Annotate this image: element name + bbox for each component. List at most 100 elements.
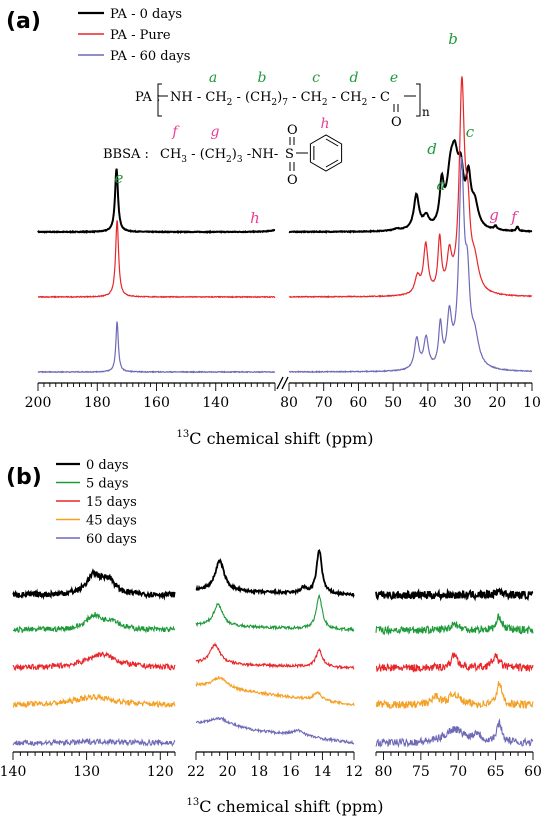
x-tick-label: 30 — [454, 395, 472, 411]
peak-label-a: a — [437, 176, 446, 194]
bbsa-sulfur: S — [285, 147, 294, 162]
pa-formula-chain: NH - CH2 - (CH2)7 - CH2 - CH2 - C — [170, 90, 390, 108]
x-tick-label: 130 — [73, 764, 100, 780]
peak-label-h: h — [250, 209, 260, 227]
legend-entry: 45 days — [86, 514, 137, 529]
x-tick-label: 20 — [219, 764, 237, 780]
x-tick-label: 160 — [143, 395, 170, 411]
x-tick-label: 40 — [419, 395, 437, 411]
x-tick-label: 12 — [345, 764, 363, 780]
sub3-series-line-4 — [375, 681, 534, 709]
x-tick-label: 60 — [350, 395, 368, 411]
legend-entry: PA - Pure — [110, 28, 171, 43]
sub1-series-line-3 — [12, 651, 176, 672]
pa-bracket-left — [157, 83, 162, 117]
x-tick-label: 18 — [250, 764, 268, 780]
x-tick-label: 65 — [487, 764, 505, 780]
series-line-3-seg-1 — [37, 321, 276, 374]
x-tick-label: 70 — [449, 764, 467, 780]
bbsa-letter-f: f — [171, 124, 180, 140]
sub2-series-line-4 — [195, 676, 355, 707]
x-tick-label: 80 — [375, 764, 393, 780]
peak-label-d: d — [427, 140, 437, 158]
peak-label-c: c — [466, 123, 475, 141]
bbsa-letter-g: g — [211, 124, 220, 140]
x-tick-label: 20 — [488, 395, 506, 411]
sub2-series-line-2 — [195, 594, 355, 633]
panel-a-x-axis: 200 180 160 140 80 70 60 50 40 30 20 10 — [25, 376, 541, 411]
sub2-series-line-3 — [195, 642, 355, 670]
panel-a-legend: PA - 0 days PA - Pure PA - 60 days — [78, 7, 190, 64]
sub1-series-line-5 — [12, 737, 176, 747]
panel-b-x-axes: 140 130 120 22 20 18 16 14 12 80 75 70 65 60 — [0, 751, 542, 780]
axis-break-mark — [276, 376, 284, 390]
x-tick-label: 16 — [282, 764, 300, 780]
sub3-series-line-1 — [375, 587, 534, 602]
pa-letter-d: d — [350, 70, 359, 86]
pa-repeat-n: n — [422, 105, 430, 119]
legend-entry: 0 days — [86, 458, 129, 473]
x-tick-label: 200 — [25, 395, 52, 411]
panel-a-x-axis-label: 13C chemical shift (ppm) — [177, 429, 374, 448]
peak-label-g: g — [489, 206, 499, 224]
panel-a-spectra — [37, 76, 533, 374]
peak-label-f: f — [510, 208, 519, 226]
benzene-double-bond — [325, 159, 339, 168]
x-tick-label: 22 — [187, 764, 205, 780]
pa-letter-a: a — [209, 70, 217, 86]
bbsa-letter-h: h — [320, 116, 329, 132]
pa-bracket-right — [416, 83, 421, 117]
axis-break-mark — [281, 376, 289, 390]
x-tick-label: 140 — [0, 764, 26, 780]
bbsa-formula-chain: CH3 - (CH2)3 -NH- — [160, 147, 278, 165]
pa-formula-prefix: PA : — [135, 90, 160, 105]
sub3-series-line-3 — [375, 652, 534, 673]
x-tick-label: 50 — [384, 395, 402, 411]
sub2-series-line-1 — [195, 548, 355, 599]
x-tick-label: 120 — [147, 764, 174, 780]
sub1-series-line-4 — [12, 693, 176, 708]
series-line-2-seg-1 — [37, 220, 276, 299]
benzene-double-bond — [325, 138, 339, 147]
sub1-series-line-2 — [12, 611, 176, 634]
legend-entry: PA - 0 days — [110, 7, 182, 22]
series-line-2-seg-2 — [288, 76, 533, 299]
legend-entry: 15 days — [86, 495, 137, 510]
panel-a-label: (a) — [6, 9, 41, 34]
bbsa-oxygen-top: O — [287, 123, 298, 138]
x-tick-label: 80 — [280, 395, 298, 411]
legend-entry: PA - 60 days — [110, 49, 190, 64]
bbsa-oxygen-bottom: O — [287, 173, 298, 188]
benzene-ring-icon — [309, 134, 343, 172]
x-tick-label: 10 — [523, 395, 541, 411]
sub3-series-line-2 — [375, 613, 534, 636]
pa-letter-b: b — [258, 70, 267, 86]
x-tick-label: 140 — [202, 395, 229, 411]
pa-letter-c: c — [312, 70, 320, 86]
x-tick-label: 60 — [524, 764, 542, 780]
panel-b-label: (b) — [6, 465, 42, 490]
bbsa-formula-prefix: BBSA : — [103, 147, 149, 162]
panel-a-formulas: PA : NH - CH2 - (CH2)7 - CH2 - CH2 - C n Oa… — [103, 70, 430, 188]
panel-b-legend: 0 days 5 days 15 days 45 days 60 days — [56, 458, 137, 547]
peak-label-e: e — [115, 169, 124, 187]
x-tick-label: 180 — [84, 395, 111, 411]
sub3-series-line-5 — [375, 718, 534, 749]
sub2-series-line-5 — [195, 716, 355, 745]
x-tick-label: 14 — [313, 764, 331, 780]
sub1-series-line-1 — [12, 568, 176, 601]
x-tick-label: 75 — [412, 764, 430, 780]
pa-letter-e: e — [390, 70, 398, 86]
x-tick-label: 70 — [315, 395, 333, 411]
legend-entry: 60 days — [86, 532, 137, 547]
panel-b-x-axis-label: 13C chemical shift (ppm) — [187, 797, 384, 816]
pa-carbonyl-o: O — [391, 115, 402, 130]
series-line-1-seg-1 — [37, 168, 276, 235]
peak-label-b: b — [448, 30, 458, 48]
series-line-1-seg-2 — [288, 138, 533, 234]
series-line-3-seg-2 — [288, 156, 533, 374]
legend-entry: 5 days — [86, 477, 129, 492]
panel-b-spectra — [12, 548, 534, 749]
